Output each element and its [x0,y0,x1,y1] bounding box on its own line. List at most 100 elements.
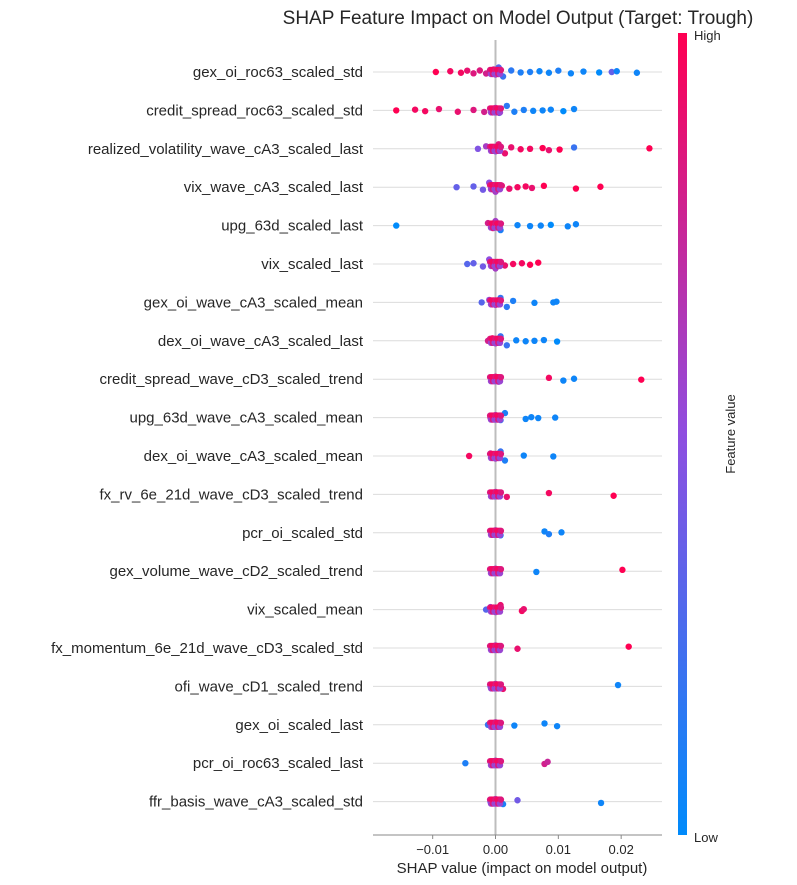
shap-point [625,643,632,650]
shap-point [567,70,575,77]
shap-point [497,105,505,112]
shap-point [435,105,443,113]
shap-point [522,415,529,423]
shap-point [560,107,567,115]
shap-point [544,758,551,766]
shap-point [470,183,477,190]
shap-point [478,299,485,306]
shap-point [570,375,578,382]
shap-point [470,106,477,114]
shap-point [421,107,429,115]
shap-point [470,70,477,77]
feature-label: ffr_basis_wave_cA3_scaled_std [149,794,363,811]
shap-point [393,222,400,229]
shap-point [514,797,521,804]
x-tick-label: −0.01 [416,842,449,857]
row-gridlines [373,71,662,803]
feature-label: ofi_wave_cD1_scaled_trend [175,678,363,695]
chart-title: SHAP Feature Impact on Model Output (Tar… [283,8,754,29]
shap-point [517,146,524,153]
shap-point [522,183,529,190]
shap-point [509,297,517,305]
shap-point [608,68,615,76]
shap-point [474,145,482,152]
shap-point [497,527,505,534]
shap-point [520,452,527,459]
shap-point [526,68,534,76]
shap-point [503,102,511,110]
shap-point [497,412,505,419]
shap-point [497,719,505,726]
x-axis-label: SHAP value (impact on model output) [397,860,648,877]
shap-point [619,566,626,574]
shap-point [470,260,477,267]
shap-point [526,145,534,152]
shap-point [528,184,536,192]
shap-point [572,221,580,228]
shap-point [570,105,578,113]
shap-point [497,182,505,189]
shap-point [464,67,471,74]
shap-point [454,108,462,115]
shap-point [411,106,419,113]
shap-point [540,182,548,190]
shap-point [457,69,465,76]
shap-point [518,260,526,267]
feature-label: fx_momentum_6e_21d_wave_cD3_scaled_std [51,640,363,657]
shap-point [545,69,553,76]
colorbar-title: Feature value [723,394,738,474]
shap-point [508,67,515,74]
shap-point [497,66,505,74]
shap-point [520,605,527,613]
shap-points [393,64,653,808]
shap-point [610,492,617,499]
shap-point [553,298,560,305]
shap-point [503,493,511,501]
feature-label: upg_63d_scaled_last [221,218,364,235]
shap-point [558,529,565,536]
shap-point [508,144,515,151]
shap-point [511,108,518,115]
shap-point [526,261,534,268]
shap-point [497,143,505,150]
shap-point [513,337,520,344]
shap-point [535,414,542,422]
shap-point [476,67,484,74]
shap-point [464,260,471,268]
shap-point [514,184,521,191]
shap-point [545,146,553,154]
shap-point [533,568,540,576]
feature-label: credit_spread_wave_cD3_scaled_trend [100,371,364,388]
shap-point [537,222,544,229]
shap-point [556,146,563,153]
shap-point [614,681,622,689]
shap-point [545,489,553,497]
shap-point [572,185,580,192]
shap-point [638,376,645,383]
shap-point [497,297,505,304]
shap-point [540,336,548,344]
feature-label: gex_oi_scaled_last [235,717,363,734]
feature-label: gex_oi_wave_cA3_scaled_mean [144,294,363,311]
x-axis-ticks: −0.01 0.00 0.01 0.02 [416,835,634,857]
shap-point [462,760,469,767]
shap-point [506,185,513,192]
shap-point [511,722,518,729]
shap-point [564,223,571,230]
shap-point [497,796,505,803]
feature-label: realized_volatility_wave_cA3_scaled_last [88,141,364,158]
shap-point [539,144,546,152]
shap-point [545,530,553,538]
feature-label: pcr_oi_scaled_std [242,525,363,542]
shap-point [497,450,505,458]
shap-point [528,413,535,421]
shap-point [497,566,505,573]
shap-point [520,106,527,114]
shap-point [501,150,509,157]
shap-point [432,68,440,76]
shap-point [531,337,538,344]
shap-point [503,303,511,311]
shap-point [555,67,562,74]
feature-label: vix_scaled_mean [247,602,363,619]
colorbar-low-label: Low [694,830,718,845]
